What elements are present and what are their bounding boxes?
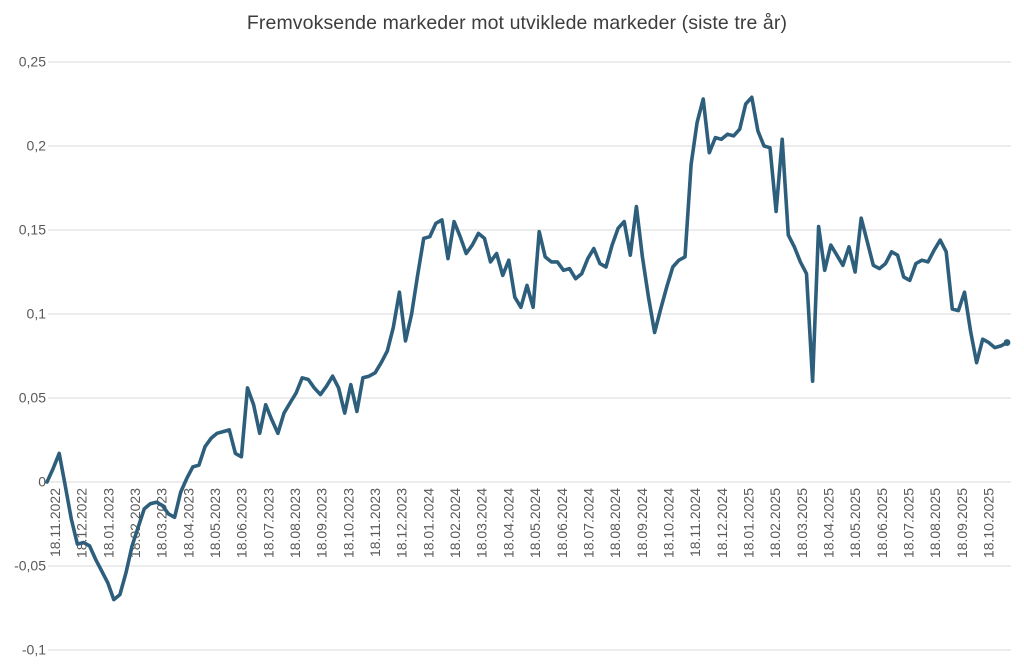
- y-tick-label: 0,2: [27, 138, 47, 154]
- x-tick-label: 18.12.2022: [74, 488, 90, 558]
- y-tick-label: -0,1: [22, 642, 46, 658]
- x-tick-label: 18.01.2023: [100, 488, 116, 558]
- x-tick-label: 18.10.2024: [660, 488, 676, 558]
- x-tick-label: 18.11.2024: [687, 488, 703, 557]
- x-tick-label: 18.05.2024: [527, 488, 543, 558]
- x-tick-label: 18.12.2023: [394, 488, 410, 558]
- x-tick-label: 18.11.2022: [47, 488, 63, 557]
- y-tick-label: 0,15: [19, 222, 46, 238]
- y-tick-label: 0,1: [27, 306, 47, 322]
- x-tick-label: 18.01.2024: [420, 488, 436, 558]
- x-tick-label: 18.09.2025: [954, 488, 970, 558]
- x-tick-label: 18.09.2024: [634, 488, 650, 558]
- chart-title: Fremvoksende markeder mot utviklede mark…: [246, 12, 788, 34]
- x-tick-label: 18.07.2024: [580, 488, 596, 558]
- x-tick-label: 18.08.2025: [927, 488, 943, 558]
- x-tick-label: 18.03.2023: [154, 488, 170, 558]
- x-tick-label: 18.12.2024: [714, 488, 730, 558]
- x-tick-label: 18.05.2025: [847, 488, 863, 558]
- x-tick-label: 18.09.2023: [314, 488, 330, 558]
- x-tick-label: 18.03.2024: [474, 488, 490, 558]
- x-tick-label: 18.04.2025: [820, 488, 836, 558]
- x-tick-label: 18.11.2023: [367, 488, 383, 557]
- x-tick-label: 18.08.2024: [607, 488, 623, 558]
- x-tick-label: 18.10.2025: [981, 488, 997, 558]
- x-tick-label: 18.10.2023: [340, 488, 356, 558]
- x-tick-label: 18.06.2024: [554, 488, 570, 558]
- x-tick-label: 18.02.2023: [127, 488, 143, 558]
- x-tick-label: 18.08.2023: [287, 488, 303, 558]
- data-line: [45, 95, 1009, 602]
- y-tick-label: -0,05: [14, 558, 46, 574]
- x-tick-label: 18.04.2023: [180, 488, 196, 558]
- y-tick-label: 0,25: [19, 54, 46, 70]
- x-tick-label: 18.06.2025: [874, 488, 890, 558]
- y-tick-label: 0,05: [19, 390, 46, 406]
- x-tick-label: 18.02.2025: [767, 488, 783, 558]
- x-tick-label: 18.06.2023: [234, 488, 250, 558]
- x-tick-label: 18.03.2025: [794, 488, 810, 558]
- y-tick-label: 0: [38, 474, 46, 490]
- x-tick-label: 18.04.2024: [500, 488, 516, 558]
- x-tick-label: 18.07.2023: [260, 488, 276, 558]
- x-tick-label: 18.05.2023: [207, 488, 223, 558]
- x-tick-label: 18.02.2024: [447, 488, 463, 558]
- x-tick-label: 18.01.2025: [740, 488, 756, 558]
- series-end-marker: [1003, 339, 1011, 346]
- x-tick-label: 18.07.2025: [900, 488, 916, 558]
